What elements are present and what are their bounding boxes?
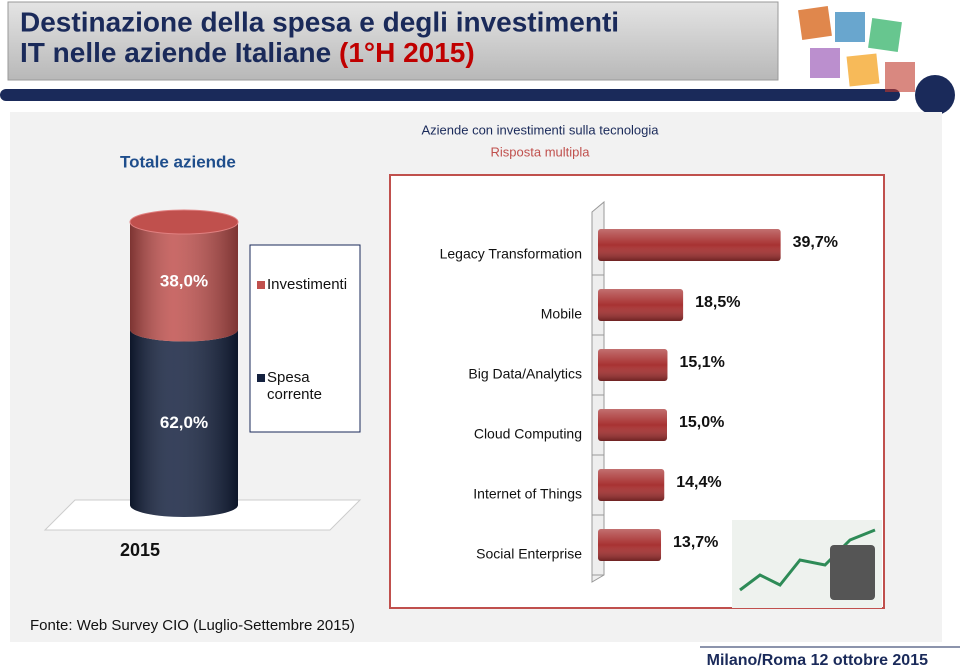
chart-subtitle: Risposta multipla: [491, 144, 591, 159]
data-label: 38,0%: [160, 271, 208, 290]
chart-title: Totale aziende: [120, 152, 236, 171]
legend-swatch: [257, 374, 265, 382]
bar-shade: [598, 229, 781, 261]
bar-shade: [598, 289, 684, 321]
title-line: IT nelle aziende Italiane (1°H 2015): [20, 37, 475, 68]
data-label: 18,5%: [695, 294, 740, 311]
y-tick-label: Internet of Things: [473, 486, 582, 502]
y-tick-label: Legacy Transformation: [440, 246, 582, 262]
data-label: 13,7%: [673, 534, 718, 551]
title-text: IT nelle aziende Italiane: [20, 37, 331, 68]
decoration: [732, 520, 882, 608]
y-tick-label: Big Data/Analytics: [468, 366, 582, 382]
bar-top: [129, 209, 239, 235]
title-box: [7, 1, 779, 81]
data-label: 15,0%: [679, 414, 724, 431]
footer: Milano/Roma 12 ottobre 2015: [707, 652, 928, 667]
data-label: 39,7%: [793, 234, 838, 251]
title-highlight: (1°H 2015): [339, 37, 475, 68]
bar-shade: [130, 329, 238, 517]
header-bar: [0, 89, 900, 101]
bar-shade: [598, 409, 667, 441]
legend-box: [249, 244, 361, 433]
data-label: 62,0%: [160, 413, 208, 432]
y-tick-label: Mobile: [541, 306, 582, 322]
legend-swatch: [257, 281, 265, 289]
bar-shade: [598, 469, 665, 501]
chart-title: Aziende con investimenti sulla tecnologi…: [421, 122, 659, 137]
y-tick-label: Cloud Computing: [474, 426, 582, 442]
bar-shade: [130, 222, 238, 342]
y-tick-label: Social Enterprise: [476, 546, 582, 562]
title-line: Destinazione della spesa e degli investi…: [20, 6, 619, 37]
data-label: 14,4%: [676, 474, 721, 491]
legend-label: Investimenti: [267, 276, 348, 293]
x-tick-label: 2015: [120, 540, 160, 560]
bar-shade: [598, 529, 662, 561]
logo: [798, 6, 955, 115]
data-label: 15,1%: [679, 354, 724, 371]
source: Fonte: Web Survey CIO (Luglio-Settembre …: [30, 617, 355, 634]
legend-label: Spesa corrente: [267, 369, 323, 403]
bar-shade: [598, 349, 668, 381]
